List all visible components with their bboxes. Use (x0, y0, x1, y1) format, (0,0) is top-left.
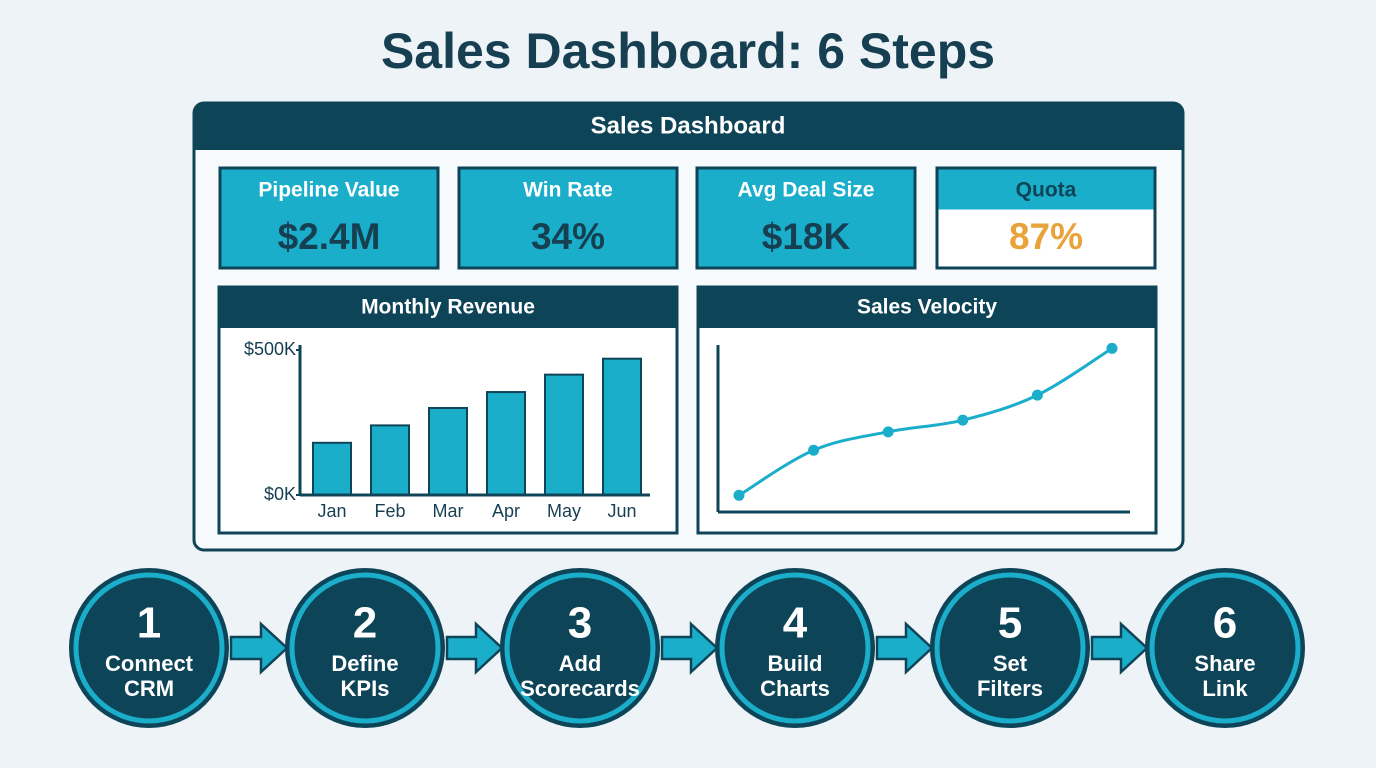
bar (544, 373, 584, 496)
x-tick-label: Jun (607, 501, 636, 521)
chart-header (698, 287, 1156, 328)
arrow (445, 621, 504, 675)
x-tick-label: Jan (317, 501, 346, 521)
chart-title: Monthly Revenue (361, 296, 535, 319)
dashboard-header (194, 103, 1183, 150)
kpi-label: Pipeline Value (258, 179, 399, 202)
x-tick-label: May (547, 501, 581, 521)
point (733, 489, 745, 501)
step-label: KPIs (341, 676, 390, 701)
step-ring (719, 572, 871, 724)
bar (370, 424, 410, 496)
kpi-value: $18K (762, 216, 851, 257)
arrow (660, 621, 719, 675)
point (1106, 342, 1118, 354)
kpi-card-header (938, 169, 1154, 210)
arrow (875, 621, 934, 675)
y-tick-label: $500K (244, 339, 296, 359)
kpi-card (457, 166, 679, 270)
kpi-value: 34% (531, 216, 605, 257)
step-label: Connect (105, 651, 194, 676)
kpi-label: Win Rate (523, 179, 613, 202)
bar (428, 407, 468, 496)
arrow (1090, 621, 1149, 675)
chart-title: Sales Velocity (857, 296, 997, 319)
step-ring (289, 572, 441, 724)
line (738, 347, 1113, 497)
step-label: Build (768, 651, 823, 676)
kpi-card (695, 166, 917, 270)
x-tick-label: Feb (374, 501, 405, 521)
step-ring (73, 572, 225, 724)
step-ring (1149, 572, 1301, 724)
kpi-label: Avg Deal Size (738, 179, 875, 202)
bar (486, 391, 526, 496)
step-label: Define (331, 651, 398, 676)
dashboard-title: Sales Dashboard (591, 112, 786, 139)
point (808, 444, 820, 456)
x-tick-label: Apr (492, 501, 520, 521)
step-number: 6 (1213, 599, 1237, 648)
page-title: Sales Dashboard: 6 Steps (381, 23, 995, 79)
step-ring (504, 572, 656, 724)
kpi-card (218, 166, 440, 270)
x-tick-label: Mar (433, 501, 464, 521)
arrow (229, 621, 289, 675)
step-label: CRM (124, 676, 174, 701)
kpi-value: 87% (1009, 216, 1083, 257)
step-number: 2 (353, 599, 377, 648)
step-label: Link (1202, 676, 1248, 701)
point (882, 426, 894, 438)
step-number: 4 (783, 599, 808, 648)
step-ring (934, 572, 1086, 724)
step-label: Filters (977, 676, 1043, 701)
step-label: Set (993, 651, 1028, 676)
point (1031, 389, 1043, 401)
y-tick-label: $0K (264, 484, 296, 504)
step-number: 1 (137, 599, 161, 648)
step-number: 3 (568, 599, 592, 648)
step-label: Charts (760, 676, 830, 701)
chart-header (219, 287, 677, 328)
step-label: Scorecards (520, 676, 640, 701)
step-label: Share (1194, 651, 1255, 676)
kpi-value: $2.4M (278, 216, 381, 257)
point (957, 414, 969, 426)
bar (602, 357, 642, 497)
step-number: 5 (998, 599, 1022, 648)
kpi-label: Quota (1016, 179, 1077, 202)
step-label: Add (559, 651, 602, 676)
bar (312, 441, 352, 496)
